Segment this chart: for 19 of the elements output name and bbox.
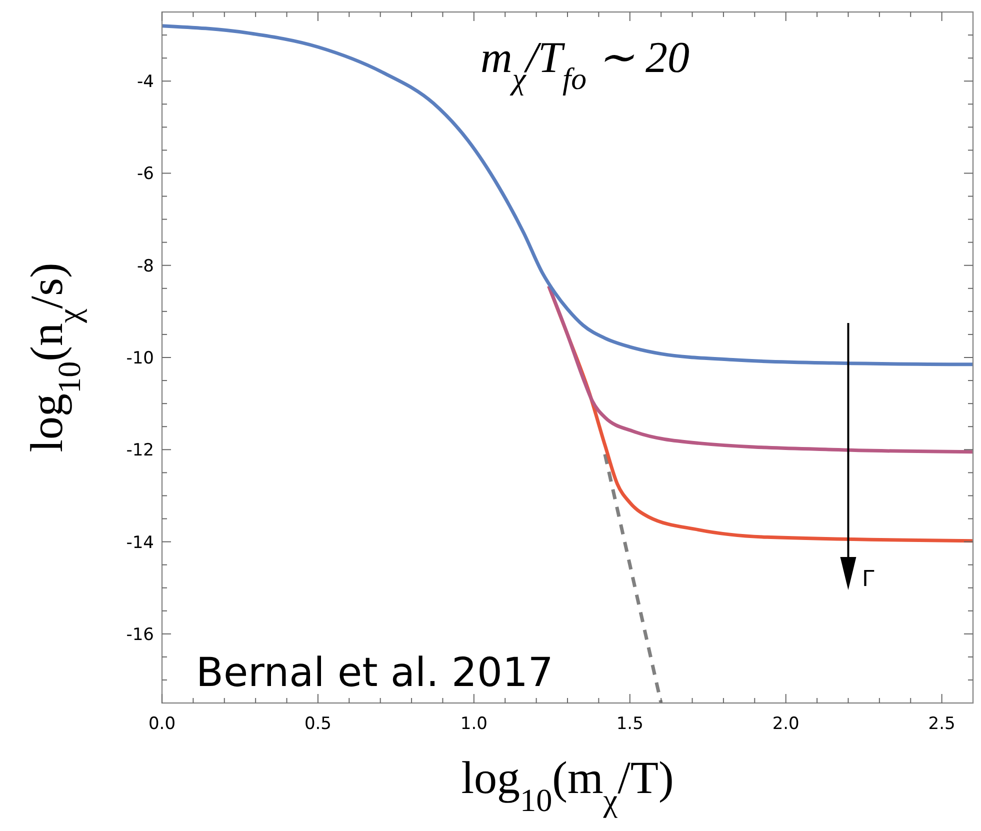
y-tick-label: -12 — [126, 440, 154, 461]
y-tick-label: -8 — [137, 256, 154, 276]
y-tick-label: -4 — [137, 72, 154, 92]
x-axis-title: log$_{10}$(m$_{χ}$/T) — [461, 752, 674, 818]
x-tick-label: 1.0 — [460, 714, 488, 734]
y-tick-label: -14 — [126, 532, 154, 553]
x-tick-label: 0.0 — [148, 714, 176, 734]
y-tick-label: -6 — [137, 164, 154, 184]
line-series — [547, 284, 973, 454]
y-tick-label: -16 — [126, 624, 154, 645]
x-tick-label: 1.5 — [616, 714, 644, 734]
annotation: Bernal et al. 2017 — [196, 650, 554, 696]
annotation: Γ — [862, 567, 875, 592]
x-tick-label: 2.5 — [928, 714, 956, 734]
line-series — [162, 24, 973, 366]
x-tick-label: 2.0 — [772, 714, 800, 734]
annotation: m$_{χ}$/T$_{fo}$ ∼ 20 — [480, 33, 690, 96]
x-tick-label: 0.5 — [304, 714, 332, 734]
y-tick-label: -10 — [126, 348, 154, 368]
